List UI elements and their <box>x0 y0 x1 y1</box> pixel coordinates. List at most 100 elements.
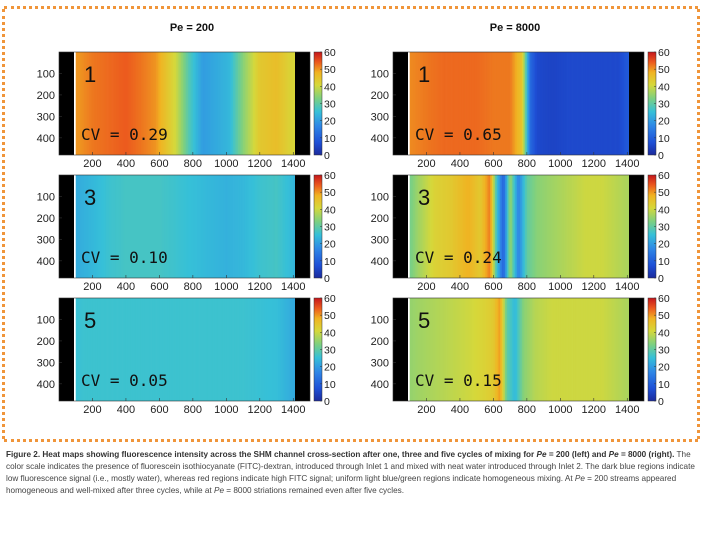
heatmap-strip <box>194 52 197 155</box>
heatmap-strip <box>610 52 613 155</box>
heatmap-strip <box>244 298 247 401</box>
heatmap-strip <box>226 298 229 401</box>
heatmap-strip <box>431 175 434 278</box>
heatmap-strip <box>468 52 471 155</box>
heatmap-strip <box>258 52 261 155</box>
heatmap-strip <box>444 52 447 155</box>
heatmap-strip <box>291 298 294 401</box>
y-tick-label: 200 <box>37 213 55 225</box>
heatmap-strip <box>283 175 286 278</box>
heatmap-strip <box>426 175 429 278</box>
heatmap-strip <box>563 298 566 401</box>
cv-label: CV = 0.10 <box>81 248 168 267</box>
colorbar-tick-label: 60 <box>658 170 670 182</box>
heatmap-strip <box>627 298 630 401</box>
heatmap-strip <box>602 298 605 401</box>
heatmap-strip <box>498 52 501 155</box>
figure-caption: Figure 2. Heat maps showing fluorescence… <box>6 449 696 497</box>
heatmap-strip <box>164 175 167 278</box>
heatmap-strip <box>491 175 494 278</box>
heatmap-strip <box>523 175 526 278</box>
heatmap-strip <box>268 52 271 155</box>
caption-bold-1: Figure 2. Heat maps showing fluorescence… <box>6 450 537 459</box>
channel-wall-left <box>393 298 408 401</box>
heatmap-strip <box>217 298 221 401</box>
heatmap-strip <box>212 175 216 278</box>
heatmap-strip <box>501 175 504 278</box>
colorbar-tick-label: 30 <box>658 345 670 357</box>
heatmap-strip <box>142 175 145 278</box>
heatmap-strip <box>560 52 563 155</box>
x-tick-label: 200 <box>83 281 101 293</box>
heatmap-strip <box>464 52 468 155</box>
y-tick-label: 100 <box>371 191 389 203</box>
x-tick-label: 1200 <box>582 404 606 416</box>
heatmap-strip <box>531 175 534 278</box>
heatmap-strip <box>102 175 105 278</box>
heatmap-strip <box>597 175 600 278</box>
heatmap-strip <box>426 298 429 401</box>
colorbar-tick-label: 50 <box>324 310 336 322</box>
heatmap-strip <box>130 52 134 155</box>
y-tick-label: 200 <box>37 90 55 102</box>
heatmap-strip <box>229 175 232 278</box>
heatmap-strip <box>413 298 416 401</box>
heatmap-strip <box>77 52 80 155</box>
heatmap-strip <box>139 175 142 278</box>
heatmap-strip <box>421 298 424 401</box>
heatmap-strip <box>438 52 441 155</box>
heatmap-strip <box>90 175 93 278</box>
heatmap-strip <box>501 298 504 401</box>
y-tick-label: 100 <box>37 314 55 326</box>
heatmap-strip <box>147 175 150 278</box>
heatmap-strip <box>429 175 432 278</box>
heatmap-strip <box>612 52 615 155</box>
heatmap-strip <box>244 52 247 155</box>
heatmap-strip <box>283 298 286 401</box>
heatmap-strip <box>222 175 226 278</box>
heatmap-strip <box>556 298 560 401</box>
heatmap-strip <box>476 52 479 155</box>
heatmap-strip <box>418 52 421 155</box>
cycle-label: 1 <box>84 62 96 87</box>
heatmap-strip <box>87 298 90 401</box>
heatmap-strip <box>176 175 179 278</box>
heatmap-strip <box>575 175 578 278</box>
heatmap-strip <box>251 298 254 401</box>
heatmap-strip <box>565 298 568 401</box>
heatmap-strip <box>528 298 531 401</box>
y-tick-label: 100 <box>371 314 389 326</box>
heatmap-strip <box>187 175 190 278</box>
heatmap-strip <box>269 298 272 401</box>
heatmap-strip <box>478 175 481 278</box>
heatmap-strip <box>109 298 112 401</box>
heatmap-strip <box>483 298 486 401</box>
heatmap-strip <box>169 298 172 401</box>
y-tick-label: 300 <box>371 111 389 123</box>
y-tick-label: 400 <box>371 256 389 268</box>
heatmap-strip <box>446 52 449 155</box>
heatmap-strip <box>166 52 169 155</box>
x-tick-label: 1400 <box>281 404 305 416</box>
heatmap-strip <box>608 175 611 278</box>
heatmap-strip <box>587 298 590 401</box>
heatmap-strip <box>104 298 107 401</box>
heatmap-strip <box>149 175 152 278</box>
heatmap-strip <box>283 52 286 155</box>
heatmap-strip <box>228 175 231 278</box>
heatmap-strip <box>216 175 219 278</box>
heatmap-strip <box>157 298 160 401</box>
heatmap-strip <box>500 52 503 155</box>
heatmap-strip <box>82 298 85 401</box>
x-tick-label: 800 <box>518 404 536 416</box>
y-tick-label: 400 <box>37 133 55 145</box>
heatmap-strip <box>526 52 529 155</box>
cv-label: CV = 0.05 <box>81 371 168 390</box>
heatmap-panel: 200 400 600 800 1000 1200 14001002003004005CV … <box>37 293 336 416</box>
heatmap-strip <box>92 52 95 155</box>
heatmap-strip <box>135 298 139 401</box>
heatmap-strip <box>100 298 103 401</box>
heatmap-strip <box>243 52 246 155</box>
cv-label: CV = 0.24 <box>415 248 502 267</box>
heatmap-strip <box>263 52 266 155</box>
